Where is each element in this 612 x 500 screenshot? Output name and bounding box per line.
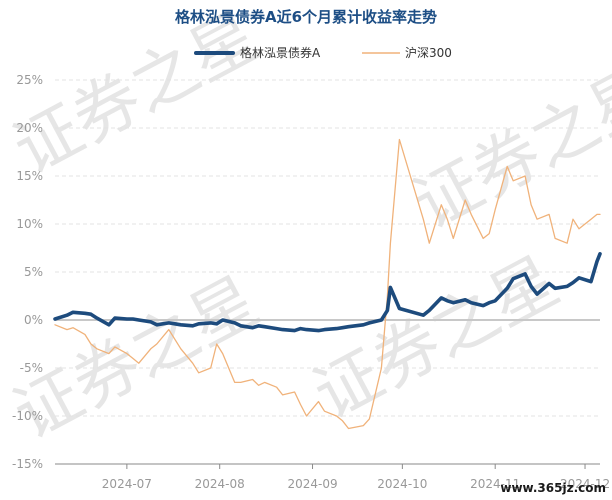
series-lines (53, 138, 602, 430)
y-tick-label: -10% (12, 409, 43, 423)
y-tick-label: 5% (24, 265, 43, 279)
y-tick-label: 10% (16, 217, 43, 231)
series-line-index (54, 138, 601, 430)
y-tick-label: 20% (16, 121, 43, 135)
y-tick-label: 25% (16, 73, 43, 87)
x-tick-label: 2024-09 (287, 477, 337, 491)
x-tick-label: 2024-07 (102, 477, 152, 491)
y-tick-label: -5% (20, 361, 43, 375)
legend-label-index: 沪深300 (405, 46, 452, 60)
x-tick-label: 2024-10 (377, 477, 427, 491)
x-tick-label: 2024-12 (560, 477, 610, 491)
y-tick-label: 15% (16, 169, 43, 183)
watermark-text: 证券之星 (1, 262, 270, 454)
y-tick-label: -15% (12, 457, 43, 471)
watermark-text: 证券之星 (301, 242, 570, 434)
series-line-fund (53, 252, 602, 333)
watermark-text: 证券之星 (1, 0, 270, 189)
site-watermark: www.365jz.com (500, 481, 606, 495)
legend-label-fund: 格林泓景债券A (240, 45, 321, 60)
y-tick-label: 0% (24, 313, 43, 327)
x-tick-label: 2024-08 (195, 477, 245, 491)
legend: 格林泓景债券A 沪深300 (194, 45, 452, 60)
y-axis-ticks: -15% -10% -5% 0% 5% 10% 15% 20% 25% (12, 73, 43, 471)
chart-title: 格林泓景债券A近6个月累计收益率走势 (175, 8, 437, 26)
x-tick-label: 2024-11 (470, 477, 520, 491)
watermark-text: 证券之星 (401, 52, 612, 244)
x-axis: 2024-07 2024-08 2024-09 2024-10 2024-11 2024-… (55, 463, 610, 491)
